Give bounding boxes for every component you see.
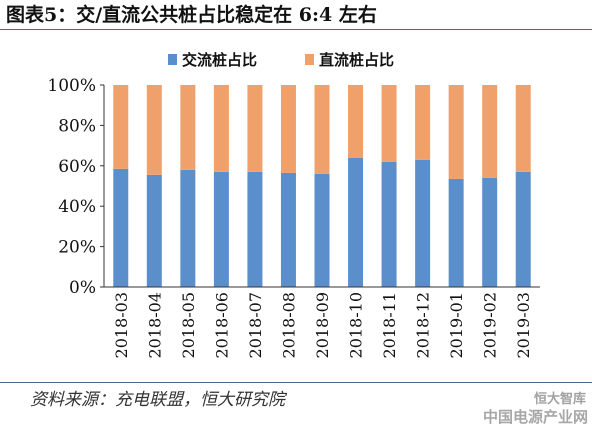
x-tick-label: 2018-03 — [112, 292, 131, 358]
bar-dc — [381, 85, 397, 162]
bar-ac — [482, 177, 498, 287]
x-tick-label: 2018-09 — [313, 292, 332, 358]
legend-label: 交流桩占比 — [182, 51, 257, 69]
legend: 交流桩占比 直流桩占比 — [168, 51, 394, 69]
bar-dc — [146, 85, 162, 175]
bar-ac — [280, 172, 296, 287]
legend-swatch — [305, 54, 314, 65]
bar-dc — [482, 85, 498, 178]
y-tick-label: 20% — [58, 238, 96, 258]
y-tick-label: 100% — [47, 76, 96, 96]
bar-dc — [515, 85, 531, 172]
bar-ac — [247, 171, 263, 287]
watermark-brand: 恒大智库 — [533, 392, 586, 407]
bar-dc — [348, 85, 364, 158]
x-tick-label: 2018-06 — [212, 292, 231, 358]
bar-dc — [247, 85, 263, 172]
bar-ac — [415, 159, 431, 287]
bar-chart: 交流桩占比 直流桩占比 0%20%40%60%80%100% 2018-03 201… — [47, 51, 540, 358]
y-tick-label: 60% — [58, 157, 96, 177]
y-axis: 0% 20% 40% 60% 80% 100% — [47, 76, 105, 298]
bar-ac — [448, 178, 464, 287]
x-tick-label: 2019-01 — [447, 292, 466, 358]
bar-dc — [213, 85, 229, 172]
x-tick-label: 2018-11 — [380, 292, 399, 358]
bar-ac — [515, 171, 531, 287]
chart-title: 图表5：交/直流公共桩占比稳定在 6:4 左右 — [0, 0, 592, 30]
bar-dc — [180, 85, 196, 170]
x-tick-label: 2018-07 — [246, 292, 265, 358]
bar-ac — [180, 169, 196, 287]
x-tick-label: 2018-10 — [347, 292, 366, 358]
source-note: 资料来源：充电联盟，恒大研究院 — [0, 382, 592, 429]
bar-dc — [280, 85, 296, 173]
x-tick-label: 2018-08 — [279, 292, 298, 358]
x-tick-label: 2018-04 — [145, 292, 164, 358]
bar-ac — [381, 161, 397, 287]
bar-ac — [146, 174, 162, 287]
y-tick-label: 40% — [58, 197, 96, 217]
x-axis: 2018-03 2018-04 2018-05 2018-06 2018-07 2018-… — [104, 286, 540, 358]
bar-ac — [213, 171, 229, 287]
bar-dc — [415, 85, 431, 160]
bar-dc — [448, 85, 464, 179]
watermark-site: 中国电源产业网 — [482, 408, 588, 426]
bar-ac — [314, 173, 330, 287]
bar-dc — [314, 85, 330, 174]
y-tick-label: 80% — [58, 116, 96, 136]
bar-ac — [113, 168, 129, 287]
legend-label: 直流桩占比 — [319, 51, 394, 69]
x-tick-label: 2019-03 — [514, 292, 533, 358]
x-tick-label: 2018-05 — [179, 292, 198, 358]
legend-swatch — [168, 54, 177, 65]
y-tick-label: 0% — [69, 278, 96, 298]
x-tick-label: 2018-12 — [414, 292, 433, 358]
bars — [113, 85, 531, 287]
bar-ac — [348, 157, 364, 287]
x-tick-label: 2019-02 — [481, 292, 500, 358]
bar-dc — [113, 85, 129, 169]
